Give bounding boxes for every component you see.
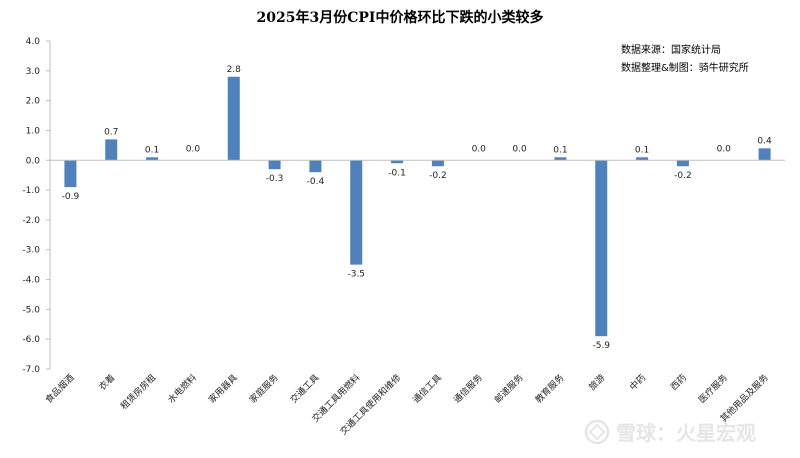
category-label: 家用器具	[206, 372, 240, 406]
bar	[105, 139, 118, 161]
data-label: -5.9	[592, 341, 610, 351]
data-label: 0.1	[145, 145, 159, 155]
data-label: -0.9	[62, 192, 80, 202]
data-label: -0.2	[674, 171, 692, 181]
data-label: 0.4	[757, 136, 772, 146]
y-tick-label: -7.0	[22, 365, 40, 375]
y-tick-label: 0.0	[26, 156, 41, 166]
category-label: 西药	[669, 372, 690, 393]
category-label: 中药	[627, 372, 648, 393]
category-label: 通信工具	[410, 372, 444, 406]
bar	[676, 160, 689, 167]
watermark: 雪球：火星宏观	[584, 419, 756, 445]
bar	[391, 160, 404, 164]
y-tick-label: 1.0	[26, 126, 41, 136]
bar	[350, 160, 363, 265]
y-tick-label: 3.0	[26, 67, 41, 77]
category-label: 交通工具	[288, 372, 322, 406]
watermark-text: 雪球：火星宏观	[616, 421, 756, 445]
data-label: -0.2	[429, 171, 447, 181]
data-labels: -0.9 0.7 0.1 0.0 2.8 -0.3 -0.4 -3.5 -0.1 -0.2 0.0 0…	[62, 65, 772, 351]
data-label: 0.0	[472, 144, 487, 154]
data-label: 0.0	[512, 144, 527, 154]
y-axis-ticks: 4.0 3.0 2.0 1.0 0.0 -1.0 -2.0 -3.0 -4.0 -5.0 -6.0 -…	[22, 37, 50, 375]
category-label: 旅游	[586, 372, 607, 393]
source-line-2: 数据整理&制图：骑牛研究所	[621, 61, 749, 74]
data-label: 0.0	[186, 144, 201, 154]
category-label: 教育服务	[533, 372, 567, 406]
data-label: -0.4	[307, 177, 325, 187]
y-tick-label: -2.0	[22, 216, 40, 226]
data-label: 2.8	[227, 65, 242, 75]
y-tick-label: 4.0	[26, 37, 41, 47]
bar	[309, 160, 322, 173]
category-label: 医疗服务	[696, 372, 730, 406]
chart-title: 2025年3月份CPI中价格环比下跌的小类较多	[257, 9, 544, 26]
y-tick-label: 2.0	[26, 97, 41, 107]
y-tick-label: -1.0	[22, 186, 40, 196]
data-label: 0.1	[553, 145, 567, 155]
category-label: 水电燃料	[165, 372, 199, 406]
category-label: 通信服务	[451, 372, 485, 406]
category-label: 食品烟酒	[43, 372, 77, 406]
category-label: 租赁房房租	[118, 372, 158, 412]
category-label: 家庭服务	[247, 372, 281, 406]
snowball-logo-icon	[584, 419, 610, 445]
bar	[268, 160, 281, 170]
category-label: 衣着	[96, 372, 117, 393]
bar	[227, 76, 240, 161]
data-label: 0.7	[104, 127, 118, 137]
bar	[595, 160, 608, 337]
data-label: -0.3	[266, 174, 284, 184]
y-tick-label: -5.0	[22, 305, 40, 315]
data-label: -0.1	[388, 168, 406, 178]
bar	[431, 160, 444, 167]
source-line-1: 数据来源：国家统计局	[621, 43, 721, 56]
data-label: -3.5	[347, 270, 365, 280]
bar	[636, 157, 649, 161]
bar	[146, 157, 159, 161]
y-tick-label: -6.0	[22, 335, 40, 345]
y-tick-label: -3.0	[22, 246, 40, 256]
bar	[758, 148, 771, 161]
bar	[554, 157, 567, 161]
bar	[64, 160, 77, 188]
y-tick-label: -4.0	[22, 276, 40, 286]
data-label: 0.1	[635, 145, 649, 155]
bars-group	[64, 76, 771, 337]
category-label: 邮递服务	[492, 372, 526, 406]
data-label: 0.0	[717, 144, 732, 154]
